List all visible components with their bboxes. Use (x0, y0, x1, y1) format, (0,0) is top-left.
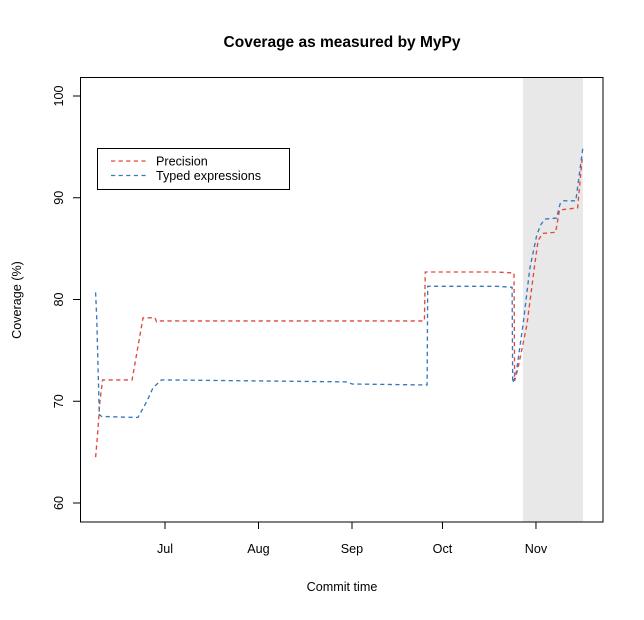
x-tick-label: Oct (433, 542, 453, 556)
y-tick-label: 90 (52, 191, 66, 205)
legend-label-precision: Precision (156, 155, 208, 169)
y-tick-label: 80 (52, 292, 66, 306)
legend-label-typed-expressions: Typed expressions (156, 169, 261, 183)
y-axis-title: Coverage (%) (10, 261, 24, 339)
chart-title: Coverage as measured by MyPy (224, 34, 461, 51)
y-axis-tick-labels: 60 70 80 90 100 (52, 85, 66, 510)
precision-line (94, 159, 583, 458)
x-tick-label: Jul (157, 542, 173, 556)
y-axis-ticks (73, 95, 81, 504)
x-tick-label: Sep (341, 542, 363, 556)
x-tick-label: Aug (247, 542, 269, 556)
x-axis-title: Commit time (307, 580, 378, 594)
legend-box (97, 148, 290, 190)
y-tick-label: 60 (52, 496, 66, 510)
y-tick-label: 70 (52, 394, 66, 408)
x-axis-tick-labels: Jul Aug Sep Oct Nov (157, 542, 548, 556)
legend: Precision Typed expressions (97, 148, 290, 190)
highlight-band (523, 78, 583, 522)
x-tick-label: Nov (525, 542, 548, 556)
y-tick-label: 100 (52, 85, 66, 106)
typed-expressions-line (94, 146, 584, 419)
x-axis-ticks (164, 522, 537, 529)
